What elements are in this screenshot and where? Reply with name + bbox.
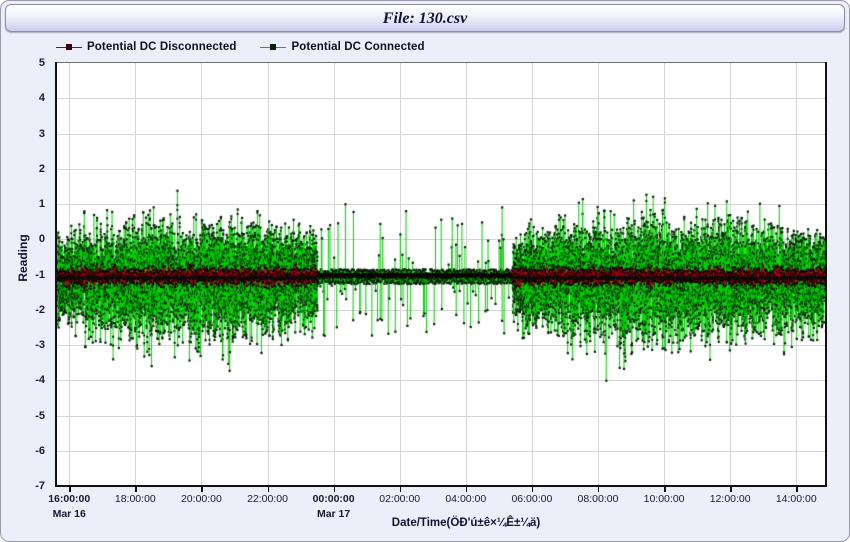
- y-tick-label: 5: [38, 57, 45, 69]
- x-tick-label: 02:00:00: [379, 493, 421, 505]
- x-tick-label: 20:00:00: [180, 493, 222, 505]
- x-tick-mark: [333, 486, 336, 492]
- data-series-canvas: [56, 63, 826, 486]
- x-tick-mark: [796, 486, 798, 492]
- x-tick-mark: [465, 486, 468, 492]
- y-tick-label: -1: [35, 268, 45, 281]
- legend-item-potential-dc-disconnected[interactable]: Potential DC Disconnected: [56, 41, 236, 53]
- y-tick-label: -2: [35, 303, 45, 316]
- y-tick-label: -4: [35, 374, 45, 387]
- plot-area: [56, 63, 826, 486]
- x-tick-mark: [135, 486, 137, 492]
- x-tick-label: 16:00:00: [48, 493, 91, 505]
- y-tick-label: -3: [35, 339, 45, 351]
- x-tick-label: 18:00:00: [114, 493, 156, 505]
- chart-legend: Potential DC Disconnected Potential DC C…: [56, 39, 425, 55]
- x-tick-label: 06:00:00: [511, 493, 553, 505]
- x-tick-label: 00:00:00: [312, 493, 355, 505]
- y-tick-label: 2: [38, 162, 45, 175]
- x-tick-label: 12:00:00: [709, 493, 751, 505]
- x-axis-line: [55, 485, 827, 487]
- y-tick-label: 0: [38, 233, 45, 246]
- x-tick-date-label: Mar 17: [316, 508, 351, 520]
- plot-right-border: [825, 62, 827, 487]
- y-tick-label: 1: [38, 198, 45, 210]
- x-tick-mark: [399, 486, 402, 492]
- x-tick-mark: [597, 486, 600, 492]
- y-tick-label: -6: [35, 444, 45, 457]
- y-tick-label: -7: [35, 480, 45, 492]
- y-axis-title: Reading: [16, 234, 30, 282]
- legend-label-0: Potential DC Disconnected: [87, 41, 237, 53]
- x-tick-mark: [267, 486, 269, 492]
- y-tick-label: 4: [38, 92, 45, 105]
- y-axis-line: [55, 62, 57, 487]
- legend-label-1: Potential DC Connected: [291, 41, 425, 53]
- x-tick-label: 04:00:00: [445, 493, 487, 505]
- x-tick-mark: [201, 486, 203, 492]
- y-tick-label: -5: [35, 409, 45, 422]
- plot-top-border: [55, 62, 827, 63]
- page-title: File: 130.csv: [382, 10, 468, 27]
- x-axis-title: Date/Time(ÖÐ'ú±ê×¼Ê±¼ä): [391, 517, 541, 529]
- x-tick-date-label: Mar 16: [52, 508, 86, 520]
- x-tick-label: 14:00:00: [775, 493, 817, 505]
- y-tick-label: 3: [38, 127, 45, 140]
- legend-swatch-red-line-icon: [56, 43, 82, 52]
- x-tick-label: 22:00:00: [247, 493, 288, 505]
- x-tick-mark: [664, 486, 666, 492]
- x-tick-label: 08:00:00: [577, 493, 619, 505]
- legend-item-potential-dc-connected[interactable]: Potential DC Connected: [260, 41, 425, 53]
- x-tick-mark: [531, 486, 534, 492]
- x-tick-label: 10:00:00: [643, 493, 685, 505]
- legend-swatch-green-line-icon: [260, 43, 287, 52]
- x-tick-mark: [730, 486, 732, 492]
- window-title-bar: File: 130.csv: [5, 4, 845, 32]
- x-tick-mark: [69, 486, 71, 492]
